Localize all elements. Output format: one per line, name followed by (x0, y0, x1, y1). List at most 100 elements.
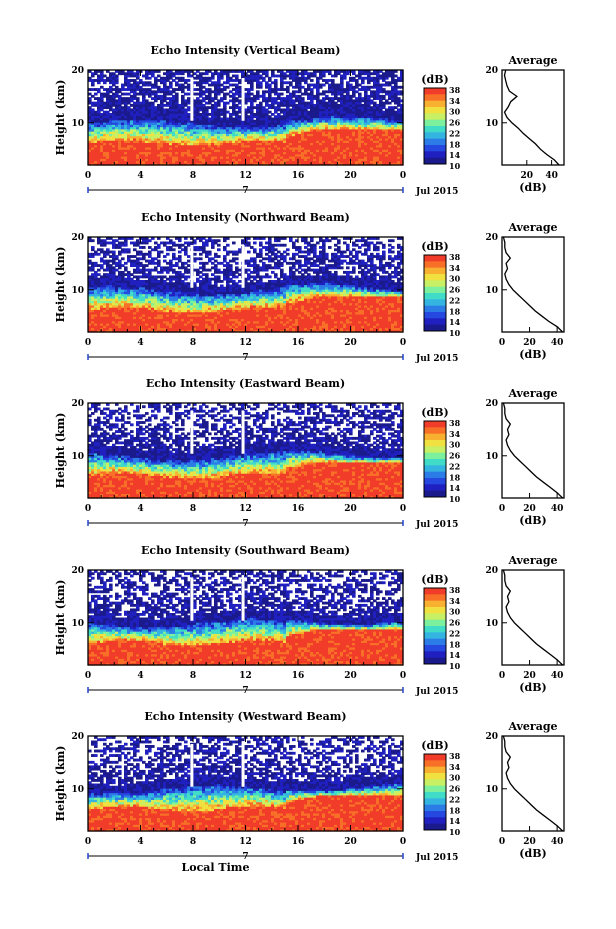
heat-cell (124, 295, 128, 299)
heat-cell (184, 149, 188, 153)
heat-cell (394, 135, 398, 139)
heat-cell (184, 108, 188, 112)
heat-cell (277, 162, 281, 166)
heat-cell (127, 275, 131, 279)
heat-cell (91, 108, 95, 112)
heat-cell (160, 309, 164, 313)
heat-cell (358, 151, 362, 155)
heat-cell (211, 117, 215, 121)
heat-cell (364, 158, 368, 162)
heat-cell (352, 117, 356, 121)
heat-cell (97, 106, 101, 110)
heat-cell (214, 115, 218, 119)
heat-cell (286, 88, 290, 91)
heat-cell (160, 151, 164, 155)
heat-cell (334, 128, 338, 132)
heat-cell (133, 131, 137, 134)
heat-cell (217, 85, 221, 89)
heat-cell (292, 119, 296, 123)
heat-cell (352, 142, 356, 146)
heat-cell (133, 122, 137, 125)
heat-cell (211, 124, 215, 128)
heat-cell (322, 99, 326, 103)
heat-cell (322, 119, 326, 123)
colorbar-swatch (424, 107, 446, 114)
heat-cell (112, 291, 116, 295)
heat-cell (178, 318, 182, 322)
heat-cell (286, 131, 290, 134)
heat-cell (97, 320, 101, 324)
heat-cell (217, 88, 221, 91)
heat-cell (121, 128, 125, 132)
heat-cell (121, 307, 125, 310)
heat-cell (223, 160, 227, 164)
heat-cell (223, 133, 227, 137)
heat-cell (217, 135, 221, 139)
heat-cell (298, 142, 302, 146)
heat-cell (361, 126, 365, 130)
heat-cell (133, 286, 137, 290)
heat-cell (151, 293, 155, 297)
heat-cell (100, 151, 104, 155)
heat-cell (130, 119, 134, 123)
heat-cell (307, 149, 311, 153)
heat-cell (214, 155, 218, 159)
heat-cell (322, 97, 326, 101)
heat-cell (151, 277, 155, 281)
heat-cell (193, 144, 197, 148)
heat-cell (181, 124, 185, 128)
heat-cell (343, 74, 347, 78)
heat-cell (160, 142, 164, 146)
heat-cell (169, 268, 173, 272)
heat-cell (334, 155, 338, 159)
heat-cell (352, 158, 356, 162)
x-tick-label: 8 (190, 171, 196, 181)
heat-cell (388, 112, 392, 116)
heat-cell (142, 155, 146, 159)
heat-cell (331, 158, 335, 162)
heat-cell (343, 146, 347, 150)
heat-cell (136, 133, 140, 137)
heat-cell (334, 85, 338, 89)
heat-cell (127, 298, 131, 301)
heat-cell (319, 76, 323, 80)
heat-cell (166, 112, 170, 116)
heat-cell (178, 246, 182, 249)
heat-cell (358, 83, 362, 87)
heat-cell (388, 146, 392, 150)
heat-cell (331, 79, 335, 82)
heat-cell (133, 135, 137, 139)
heat-cell (118, 320, 122, 324)
heat-cell (376, 135, 380, 139)
heat-cell (166, 293, 170, 297)
heat-cell (142, 270, 146, 274)
heat-cell (232, 103, 236, 107)
heat-cell (262, 106, 266, 110)
heat-cell (235, 88, 239, 91)
heat-cell (94, 264, 98, 268)
heat-cell (295, 117, 299, 121)
heat-cell (133, 85, 137, 89)
heat-cell (397, 131, 401, 134)
heat-cell (139, 144, 143, 148)
heat-cell (91, 158, 95, 162)
heat-cell (268, 131, 272, 134)
heat-cell (295, 85, 299, 89)
heat-cell (205, 160, 209, 164)
heat-cell (121, 273, 125, 277)
heat-cell (178, 158, 182, 162)
heat-cell (139, 153, 143, 157)
heat-cell (325, 79, 329, 82)
heat-cell (94, 298, 98, 301)
heat-cell (151, 275, 155, 279)
heat-cell (382, 79, 386, 82)
heat-cell (130, 302, 134, 306)
heat-cell (259, 74, 263, 78)
heat-cell (133, 304, 137, 308)
heat-cell (400, 79, 404, 82)
heat-cell (151, 119, 155, 123)
heat-cell (145, 155, 149, 159)
heat-cell (115, 70, 119, 73)
heat-cell (352, 103, 356, 107)
heat-cell (130, 261, 134, 265)
